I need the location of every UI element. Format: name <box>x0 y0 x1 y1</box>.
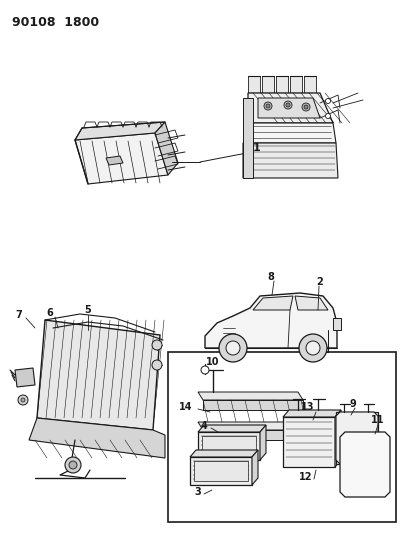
Polygon shape <box>243 98 253 178</box>
Polygon shape <box>276 76 288 93</box>
Text: 12: 12 <box>299 472 313 482</box>
Text: 6: 6 <box>47 308 53 318</box>
Circle shape <box>284 101 292 109</box>
Text: 7: 7 <box>16 310 23 320</box>
Circle shape <box>152 360 162 370</box>
Circle shape <box>304 105 308 109</box>
Polygon shape <box>198 425 266 432</box>
Text: 3: 3 <box>195 487 202 497</box>
Polygon shape <box>155 122 178 175</box>
Circle shape <box>302 103 310 111</box>
Polygon shape <box>283 417 335 467</box>
Text: 5: 5 <box>85 305 91 315</box>
Circle shape <box>226 341 240 355</box>
Polygon shape <box>190 450 258 457</box>
Polygon shape <box>336 412 378 464</box>
Polygon shape <box>243 143 338 178</box>
Circle shape <box>152 340 162 350</box>
Polygon shape <box>106 156 123 165</box>
Polygon shape <box>205 293 337 348</box>
Circle shape <box>299 334 327 362</box>
Polygon shape <box>198 432 260 460</box>
Circle shape <box>326 114 330 118</box>
Text: 2: 2 <box>317 277 323 287</box>
Polygon shape <box>198 392 303 400</box>
Circle shape <box>21 398 25 402</box>
Polygon shape <box>29 418 165 458</box>
Polygon shape <box>252 450 258 485</box>
Circle shape <box>306 341 320 355</box>
Text: 11: 11 <box>371 415 385 425</box>
Polygon shape <box>262 76 274 93</box>
Polygon shape <box>198 422 303 430</box>
Circle shape <box>201 366 209 374</box>
Polygon shape <box>203 400 303 410</box>
Text: 14: 14 <box>179 402 193 412</box>
Polygon shape <box>190 457 252 485</box>
Polygon shape <box>75 133 168 184</box>
Circle shape <box>264 102 272 110</box>
Circle shape <box>219 334 247 362</box>
Polygon shape <box>253 296 293 310</box>
Polygon shape <box>304 76 316 93</box>
Polygon shape <box>248 76 260 93</box>
Circle shape <box>266 104 270 108</box>
Text: 10: 10 <box>206 357 220 367</box>
Text: 4: 4 <box>201 421 208 431</box>
Bar <box>202 436 256 456</box>
Circle shape <box>326 99 330 103</box>
Text: 1: 1 <box>253 143 261 153</box>
Text: 9: 9 <box>350 399 356 409</box>
Polygon shape <box>15 368 35 387</box>
Circle shape <box>286 103 290 107</box>
Polygon shape <box>340 432 390 497</box>
Polygon shape <box>260 425 266 460</box>
Polygon shape <box>335 410 341 467</box>
Polygon shape <box>295 296 328 310</box>
Polygon shape <box>290 76 302 93</box>
Polygon shape <box>203 430 303 440</box>
Polygon shape <box>248 123 336 143</box>
Text: 90108  1800: 90108 1800 <box>12 16 99 29</box>
Circle shape <box>69 461 77 469</box>
Text: 8: 8 <box>268 272 274 282</box>
Bar <box>333 318 341 330</box>
Polygon shape <box>258 98 320 118</box>
Polygon shape <box>336 412 378 464</box>
Circle shape <box>65 457 81 473</box>
Bar <box>194 461 248 481</box>
Polygon shape <box>248 93 333 123</box>
Text: 13: 13 <box>301 402 315 412</box>
Circle shape <box>18 395 28 405</box>
Polygon shape <box>75 122 165 140</box>
Polygon shape <box>283 410 341 417</box>
Bar <box>168 352 396 522</box>
Polygon shape <box>37 320 160 430</box>
